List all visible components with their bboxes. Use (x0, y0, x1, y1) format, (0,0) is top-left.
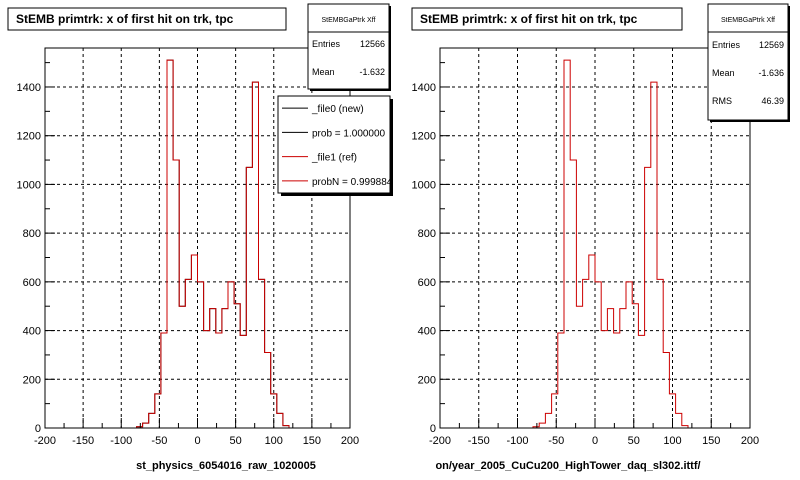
y-tick-label: 400 (418, 326, 436, 338)
x-tick-label: -50 (548, 435, 564, 447)
x-tick-label: 200 (341, 435, 359, 447)
x-tick-label: -50 (151, 435, 167, 447)
x-tick-label: 100 (663, 435, 681, 447)
stats-label: Mean (712, 68, 735, 78)
stats-value: 12569 (759, 40, 784, 50)
stats-label: RMS (712, 96, 732, 106)
x-tick-label: 0 (592, 435, 598, 447)
y-tick-label: 200 (418, 374, 436, 386)
y-tick-label: 800 (23, 228, 41, 240)
stats-box: StEMBGaPtrk Xff Entries 12569 Mean -1.636 RMS… (707, 3, 790, 122)
x-tick-label: -200 (34, 435, 56, 447)
stats-value: 12566 (360, 39, 385, 49)
stats-name: StEMBGaPtrk Xff (721, 17, 775, 24)
chart-title: StEMB primtrk: x of first hit on trk, tp… (16, 12, 234, 26)
stats-frame (707, 3, 789, 121)
y-tick-label: 1200 (17, 131, 41, 143)
stats-value: -1.636 (758, 68, 784, 78)
y-tick-label: 0 (430, 423, 436, 435)
axes: -200 -150 -100 -50 0 50 100 150 200 0 200 400 600 800… (412, 62, 759, 447)
y-tick-label: 0 (35, 423, 41, 435)
legend-label: prob = 1.000000 (312, 128, 386, 139)
y-tick-label: 1000 (412, 179, 436, 191)
y-tick-label: 400 (23, 326, 41, 338)
x-tick-label: -200 (429, 435, 451, 447)
legend-label: _file1 (ref) (311, 153, 357, 164)
y-tick-label: 800 (418, 228, 436, 240)
y-tick-label: 1400 (412, 82, 436, 94)
stats-label: Mean (312, 67, 335, 77)
x-tick-label: 200 (741, 435, 759, 447)
x-tick-label: -150 (72, 435, 94, 447)
axes: -200 -150 -100 -50 0 50 100 150 200 0 200 400 600 800… (17, 62, 359, 447)
y-tick-label: 600 (418, 277, 436, 289)
x-tick-label: 50 (230, 435, 242, 447)
y-tick-label: 1000 (17, 179, 41, 191)
stats-value: -1.632 (359, 67, 385, 77)
x-tick-label: 0 (194, 435, 200, 447)
title-box (411, 7, 683, 31)
left-panel: -200 -150 -100 -50 0 50 100 150 200 0 200 400 600 800… (7, 3, 393, 472)
x-tick-label: 100 (265, 435, 283, 447)
x-tick-label: -100 (506, 435, 528, 447)
y-tick-label: 1400 (17, 82, 41, 94)
stats-value: 46.39 (761, 96, 784, 106)
grid-lines (440, 48, 750, 428)
x-tick-label: 50 (628, 435, 640, 447)
right-panel: -200 -150 -100 -50 0 50 100 150 200 0 200 400 600 800… (411, 3, 790, 472)
y-tick-label: 600 (23, 277, 41, 289)
legend: _file0 (new) prob = 1.000000 _file1 (ref) p… (277, 95, 393, 196)
title-box (7, 7, 287, 31)
x-axis-label: st_physics_6054016_raw_1020005 (136, 460, 316, 472)
x-tick-label: -150 (468, 435, 490, 447)
stats-box: StEMBGaPtrk Xff Entries 12566 Mean -1.632 (307, 3, 391, 91)
y-tick-label: 1200 (412, 131, 436, 143)
x-tick-label: 150 (702, 435, 720, 447)
stats-label: Entries (712, 40, 741, 50)
x-tick-label: 150 (303, 435, 321, 447)
stats-name: StEMBGaPtrk Xff (322, 17, 376, 24)
legend-label: probN = 0.999884 (312, 177, 393, 188)
x-axis-label: on/year_2005_CuCu200_HighTower_daq_sl302… (435, 460, 700, 472)
legend-label: _file0 (new) (311, 104, 364, 115)
legend-frame (277, 95, 391, 194)
x-tick-label: -100 (110, 435, 132, 447)
stats-frame (307, 3, 390, 90)
stats-label: Entries (312, 39, 341, 49)
y-tick-label: 200 (23, 374, 41, 386)
chart-title: StEMB primtrk: x of first hit on trk, tp… (420, 12, 638, 26)
